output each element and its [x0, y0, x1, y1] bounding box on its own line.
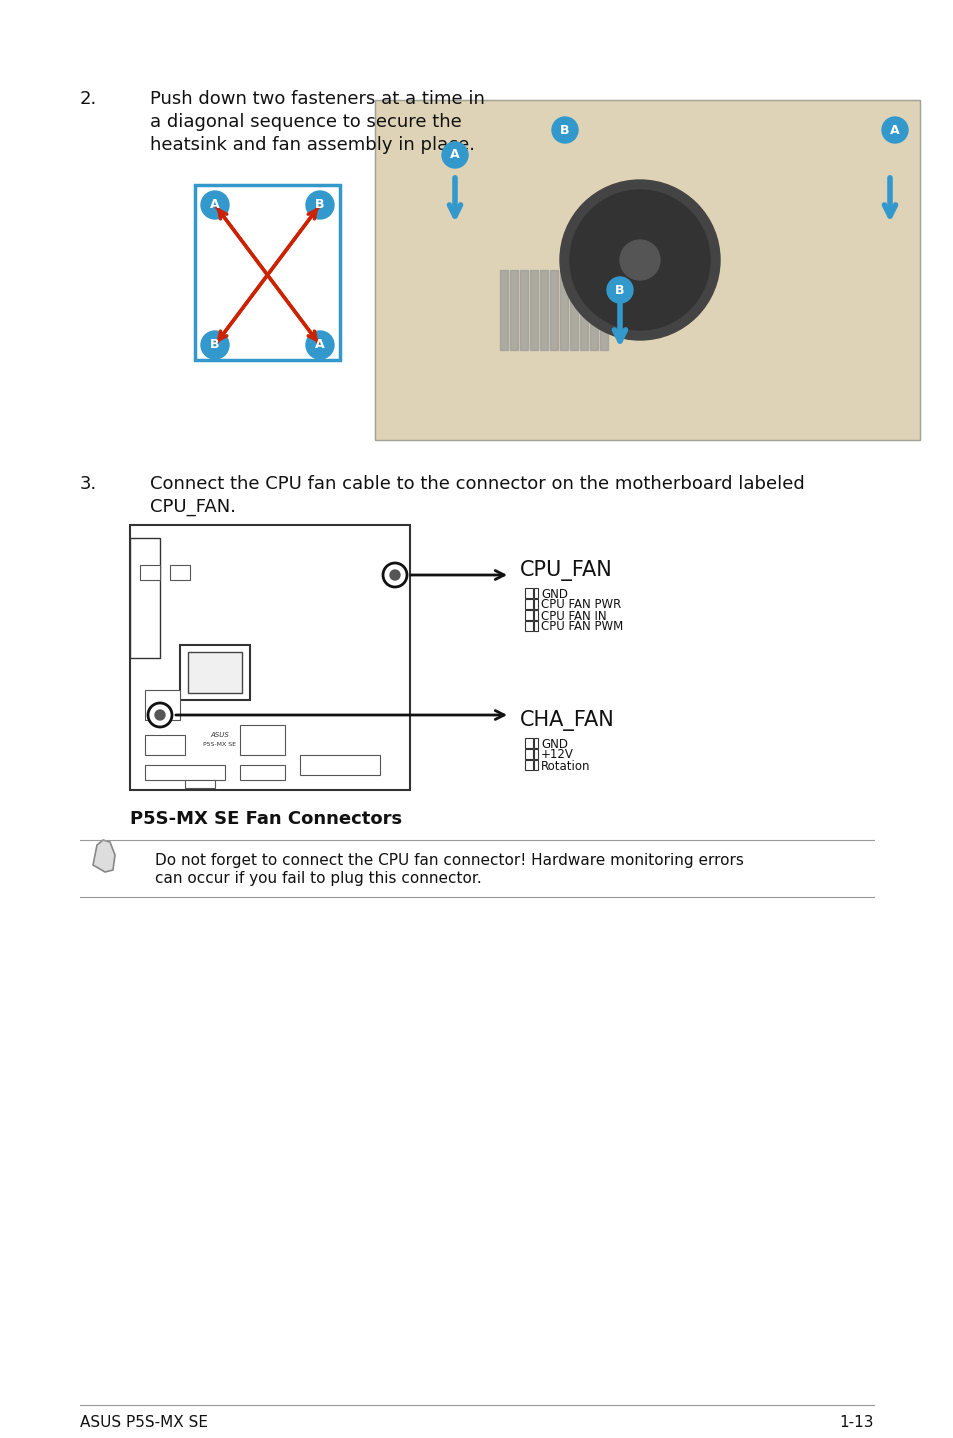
- Circle shape: [382, 564, 407, 587]
- Bar: [534, 738, 537, 748]
- Bar: [510, 270, 517, 349]
- Text: heatsink and fan assembly in place.: heatsink and fan assembly in place.: [150, 137, 475, 154]
- Text: Push down two fasteners at a time in: Push down two fasteners at a time in: [150, 91, 484, 108]
- Bar: [130, 525, 410, 789]
- Bar: [240, 765, 285, 779]
- Circle shape: [552, 116, 578, 142]
- Bar: [299, 755, 379, 775]
- Bar: [539, 270, 547, 349]
- Bar: [534, 621, 537, 631]
- Circle shape: [441, 142, 468, 168]
- Text: P5S-MX SE Fan Connectors: P5S-MX SE Fan Connectors: [130, 810, 402, 828]
- Bar: [180, 646, 250, 700]
- Circle shape: [148, 703, 172, 728]
- Circle shape: [569, 190, 709, 329]
- Text: B: B: [314, 198, 324, 211]
- Bar: [145, 765, 225, 779]
- Bar: [599, 270, 607, 349]
- Text: A: A: [314, 338, 324, 351]
- Circle shape: [882, 116, 907, 142]
- Text: 2.: 2.: [80, 91, 97, 108]
- Text: CPU FAN IN: CPU FAN IN: [540, 610, 606, 623]
- Text: ASUS: ASUS: [211, 732, 230, 738]
- Bar: [188, 651, 242, 693]
- Circle shape: [201, 331, 229, 360]
- Circle shape: [154, 710, 165, 720]
- Text: can occur if you fail to plug this connector.: can occur if you fail to plug this conne…: [154, 871, 481, 886]
- Text: CPU FAN PWM: CPU FAN PWM: [540, 621, 622, 634]
- Bar: [185, 779, 214, 788]
- Bar: [530, 270, 537, 349]
- Bar: [524, 610, 533, 620]
- Bar: [524, 761, 533, 769]
- Text: CPU_FAN.: CPU_FAN.: [150, 498, 235, 516]
- Bar: [579, 270, 587, 349]
- Text: Rotation: Rotation: [540, 759, 590, 772]
- Circle shape: [306, 331, 334, 360]
- Bar: [194, 186, 339, 360]
- Text: GND: GND: [540, 588, 567, 601]
- Circle shape: [559, 180, 720, 339]
- Bar: [534, 600, 537, 610]
- Bar: [524, 588, 533, 598]
- Text: 3.: 3.: [80, 475, 97, 493]
- Text: +12V: +12V: [540, 749, 574, 762]
- Bar: [534, 761, 537, 769]
- Bar: [145, 735, 185, 755]
- Text: B: B: [559, 124, 569, 137]
- Bar: [534, 610, 537, 620]
- Polygon shape: [92, 840, 115, 871]
- Bar: [524, 738, 533, 748]
- Bar: [519, 270, 527, 349]
- Bar: [170, 565, 190, 580]
- Bar: [130, 538, 160, 657]
- Bar: [375, 101, 919, 440]
- Circle shape: [606, 278, 633, 303]
- Text: 1-13: 1-13: [839, 1415, 873, 1429]
- Circle shape: [201, 191, 229, 219]
- Text: a diagonal sequence to secure the: a diagonal sequence to secure the: [150, 114, 461, 131]
- Bar: [375, 101, 919, 440]
- Bar: [145, 690, 180, 720]
- Text: CPU FAN PWR: CPU FAN PWR: [540, 598, 620, 611]
- Bar: [569, 270, 578, 349]
- Circle shape: [619, 240, 659, 280]
- Text: A: A: [889, 124, 899, 137]
- Bar: [499, 270, 507, 349]
- Bar: [559, 270, 567, 349]
- Bar: [550, 270, 558, 349]
- Bar: [534, 588, 537, 598]
- Text: CHA_FAN: CHA_FAN: [519, 710, 614, 731]
- Bar: [524, 749, 533, 759]
- Circle shape: [306, 191, 334, 219]
- Text: Connect the CPU fan cable to the connector on the motherboard labeled: Connect the CPU fan cable to the connect…: [150, 475, 804, 493]
- Bar: [524, 600, 533, 610]
- Bar: [240, 725, 285, 755]
- Text: GND: GND: [540, 738, 567, 751]
- Text: A: A: [210, 198, 219, 211]
- Bar: [524, 621, 533, 631]
- Bar: [140, 565, 160, 580]
- Circle shape: [390, 569, 399, 580]
- Bar: [589, 270, 598, 349]
- Text: B: B: [210, 338, 219, 351]
- Text: Do not forget to connect the CPU fan connector! Hardware monitoring errors: Do not forget to connect the CPU fan con…: [154, 853, 743, 869]
- Text: ASUS P5S-MX SE: ASUS P5S-MX SE: [80, 1415, 208, 1429]
- Text: A: A: [450, 148, 459, 161]
- Text: CPU_FAN: CPU_FAN: [519, 559, 612, 581]
- Text: P5S-MX SE: P5S-MX SE: [203, 742, 236, 748]
- Text: B: B: [615, 283, 624, 296]
- Bar: [534, 749, 537, 759]
